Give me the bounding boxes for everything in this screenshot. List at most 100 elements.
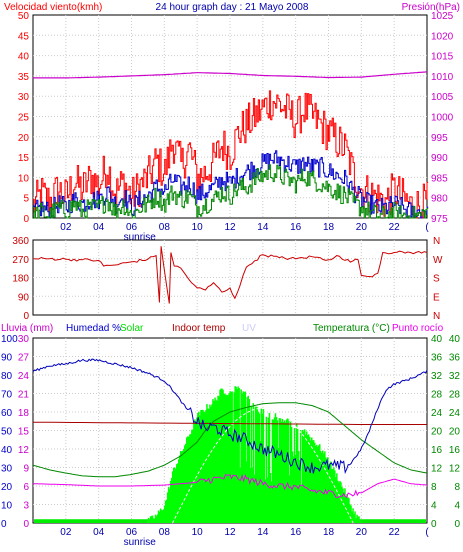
solar-bar xyxy=(252,403,255,523)
solar-bar xyxy=(197,412,199,523)
solar-bar xyxy=(149,516,152,523)
rain-y-tick-label: 12 xyxy=(18,445,30,456)
solar-bar xyxy=(293,428,296,523)
temperature-y-tick-label: 24 xyxy=(431,408,443,419)
solar-bar xyxy=(207,408,209,523)
solar-bar xyxy=(204,412,206,523)
solar-bar xyxy=(183,449,185,523)
solar-bar xyxy=(147,517,150,523)
temperature-y-tick-label: 28 xyxy=(431,390,443,401)
climate-x-tick-label: 04 xyxy=(93,527,105,538)
solar-bar xyxy=(198,411,200,523)
solar-bar xyxy=(285,419,288,523)
solar-bar xyxy=(242,391,245,523)
solar-bar xyxy=(264,479,267,523)
solar-bar xyxy=(348,498,350,523)
wind-x-tick-label: 22 xyxy=(389,222,401,233)
temperature-y-tick-label: 8 xyxy=(431,482,437,493)
solar-bar xyxy=(179,455,181,523)
humidity-y-tick-label: 80 xyxy=(1,371,13,382)
rain-y-tick-label: 27 xyxy=(18,353,30,364)
solar-bar xyxy=(337,480,339,523)
solar-bar xyxy=(317,446,319,523)
rain-y-tick-label: 30 xyxy=(18,334,30,345)
solar-bar xyxy=(341,486,343,523)
solar-bar xyxy=(221,388,223,523)
solar-bar xyxy=(171,471,174,523)
solar-bar xyxy=(227,395,229,523)
solar-bar xyxy=(153,518,156,523)
solar-bar xyxy=(211,404,213,523)
solar-bar xyxy=(206,404,208,523)
solar-bar xyxy=(346,494,348,523)
solar-bar xyxy=(170,478,173,523)
solar-bar xyxy=(246,397,249,523)
solar-bar xyxy=(237,386,239,523)
wind-x-tick-label: 20 xyxy=(356,222,368,233)
direction-y-tick-label: 90 xyxy=(18,292,30,303)
wind-x-tick-label: 12 xyxy=(224,222,236,233)
solar-bar xyxy=(238,388,240,523)
solar-bar xyxy=(158,511,161,523)
solar-bar xyxy=(191,429,193,523)
pressure-y-tick-label: 1025 xyxy=(431,11,454,22)
solar-bar xyxy=(300,485,303,523)
dew-point-legend-label: Punto rocío xyxy=(392,323,444,334)
solar-bar xyxy=(306,435,309,523)
solar-bar xyxy=(213,401,215,523)
solar-bar xyxy=(308,436,311,523)
solar-bar xyxy=(226,395,228,523)
solar-bar xyxy=(278,418,281,523)
solar-bar xyxy=(225,394,227,523)
solar-bar xyxy=(336,473,338,523)
solar-bar xyxy=(282,421,285,523)
pressure-y-tick-label: 980 xyxy=(431,194,448,205)
humidity-legend-label: Humedad % xyxy=(66,323,121,334)
solar-bar xyxy=(155,516,158,523)
solar-bar xyxy=(165,499,168,523)
wind-x-tick-label: 02 xyxy=(60,222,72,233)
climate-x-tick-label: ( xyxy=(425,527,429,538)
solar-bar xyxy=(267,417,270,523)
solar-bar xyxy=(357,516,359,523)
humidity-y-tick-label: 10 xyxy=(1,501,13,512)
solar-bar xyxy=(230,391,232,523)
solar-bar xyxy=(216,400,218,523)
pressure-y-tick-label: 1000 xyxy=(431,113,454,124)
solar-bar xyxy=(235,386,237,523)
solar-bar xyxy=(234,386,236,523)
solar-bar xyxy=(161,510,164,523)
solar-bar xyxy=(288,475,291,523)
rain-y-tick-label: 15 xyxy=(18,427,30,438)
dew-y-tick-label: 24 xyxy=(449,408,461,419)
temperature-y-tick-label: 20 xyxy=(431,427,443,438)
solar-bar xyxy=(210,406,212,523)
solar-bar xyxy=(273,417,276,523)
solar-bar xyxy=(168,489,171,523)
wind-x-tick-label: 04 xyxy=(93,222,105,233)
solar-bar xyxy=(320,451,322,523)
pressure-y-tick-label: 985 xyxy=(431,173,448,184)
solar-bar xyxy=(205,410,207,523)
solar-bar xyxy=(159,508,162,523)
solar-bar xyxy=(220,388,222,523)
climate-sunrise-label: sunrise xyxy=(124,537,157,548)
solar-bar xyxy=(270,481,273,523)
wind-x-tick-label: 06 xyxy=(126,222,138,233)
humidity-y-tick-label: 70 xyxy=(1,390,13,401)
solar-bar xyxy=(162,509,165,523)
solar-bar xyxy=(231,391,233,523)
wind-y-tick-label: 45 xyxy=(18,31,30,42)
dew-y-tick-label: 40 xyxy=(449,334,461,345)
solar-bar xyxy=(243,392,246,523)
wind-y-tick-label: 25 xyxy=(18,113,30,124)
solar-bar xyxy=(304,434,307,523)
wind-y-tick-label: 5 xyxy=(23,194,29,205)
solar-bar xyxy=(323,453,325,523)
wind-y-tick-label: 10 xyxy=(18,173,30,184)
wind_low-series-line xyxy=(33,164,429,219)
solar-bar xyxy=(175,468,177,523)
solar-bar xyxy=(195,423,197,523)
wind-x-tick-label: 18 xyxy=(323,222,335,233)
